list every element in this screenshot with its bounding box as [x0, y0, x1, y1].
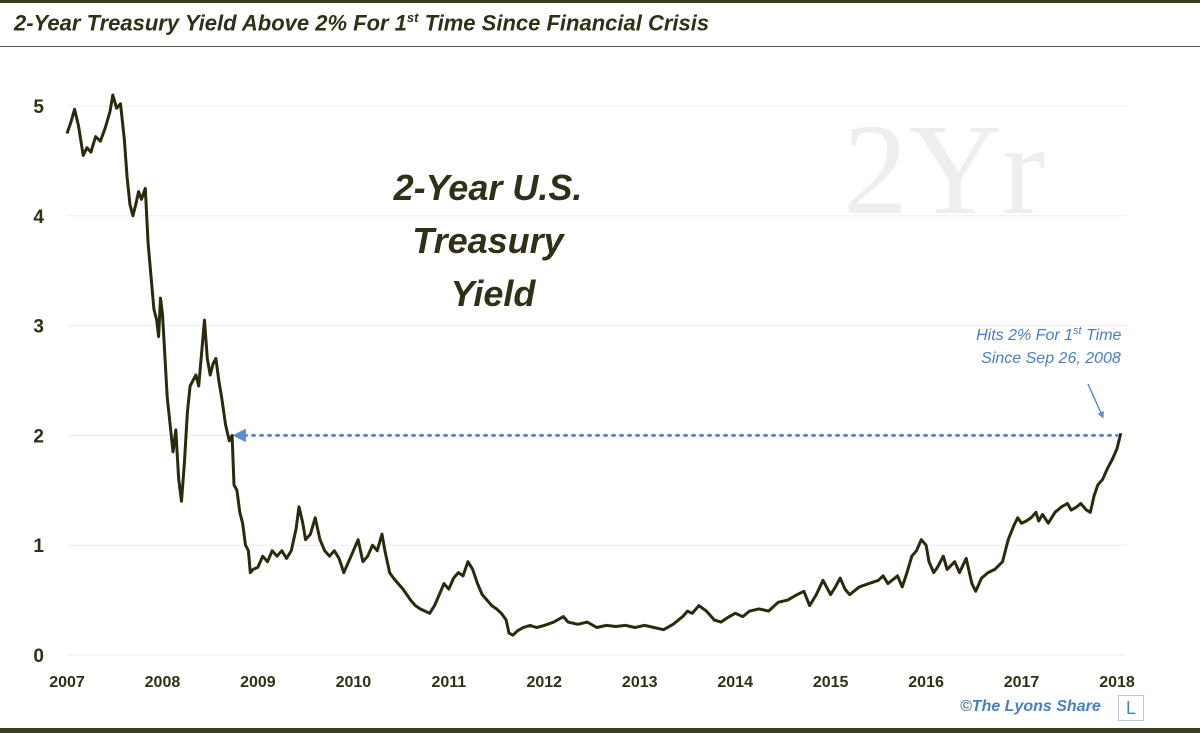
x-tick-label: 2007	[49, 674, 85, 691]
x-tick-label: 2017	[1004, 674, 1040, 691]
x-tick-label: 2012	[526, 674, 562, 691]
x-tick-label: 2018	[1099, 674, 1135, 691]
chart-label-line-1: 2-Year U.S.	[393, 167, 583, 208]
y-tick-label: 4	[33, 207, 44, 228]
chart-label-line-3: Yield	[451, 273, 537, 314]
y-tick-label: 3	[33, 317, 44, 338]
x-tick-label: 2013	[622, 674, 658, 691]
x-tick-label: 2009	[240, 674, 276, 691]
series-line	[65, 93, 1123, 637]
chart-label: 2-Year U.S. Treasury Yield	[393, 167, 593, 314]
annotation-line-1: Hits 2% For 1st Time	[976, 325, 1121, 344]
annotation-text: Hits 2% For 1st Time Since Sep 26, 2008	[976, 325, 1126, 367]
y-axis: 0 1 2 3 4 5	[33, 97, 44, 667]
x-tick-label: 2008	[145, 674, 181, 691]
credit-text: ©The Lyons Share	[960, 698, 1101, 715]
annotation-line-2: Since Sep 26, 2008	[981, 350, 1121, 367]
y-tick-label: 5	[33, 97, 44, 118]
top-rule	[0, 0, 1200, 3]
annotation-arrow	[1087, 383, 1104, 419]
bottom-rule	[0, 728, 1200, 733]
chart-title: 2-Year Treasury Yield Above 2% For 1st T…	[14, 10, 710, 36]
logo-badge: L	[1118, 695, 1144, 721]
x-axis: 2007 2008 2009 2010 2011 2012 2013 2014 2015 2016…	[49, 674, 1135, 691]
chart-label-line-2: Treasury	[412, 220, 565, 261]
y-tick-label: 2	[33, 426, 44, 447]
y-tick-label: 0	[33, 646, 44, 667]
chart-watermark: 2Yr	[843, 98, 1045, 242]
x-tick-label: 2015	[813, 674, 849, 691]
x-tick-label: 2014	[717, 674, 753, 691]
x-tick-label: 2016	[908, 674, 944, 691]
title-rule	[0, 46, 1200, 47]
x-tick-label: 2010	[336, 674, 372, 691]
y-tick-label: 1	[33, 536, 44, 557]
x-tick-label: 2011	[431, 674, 466, 691]
